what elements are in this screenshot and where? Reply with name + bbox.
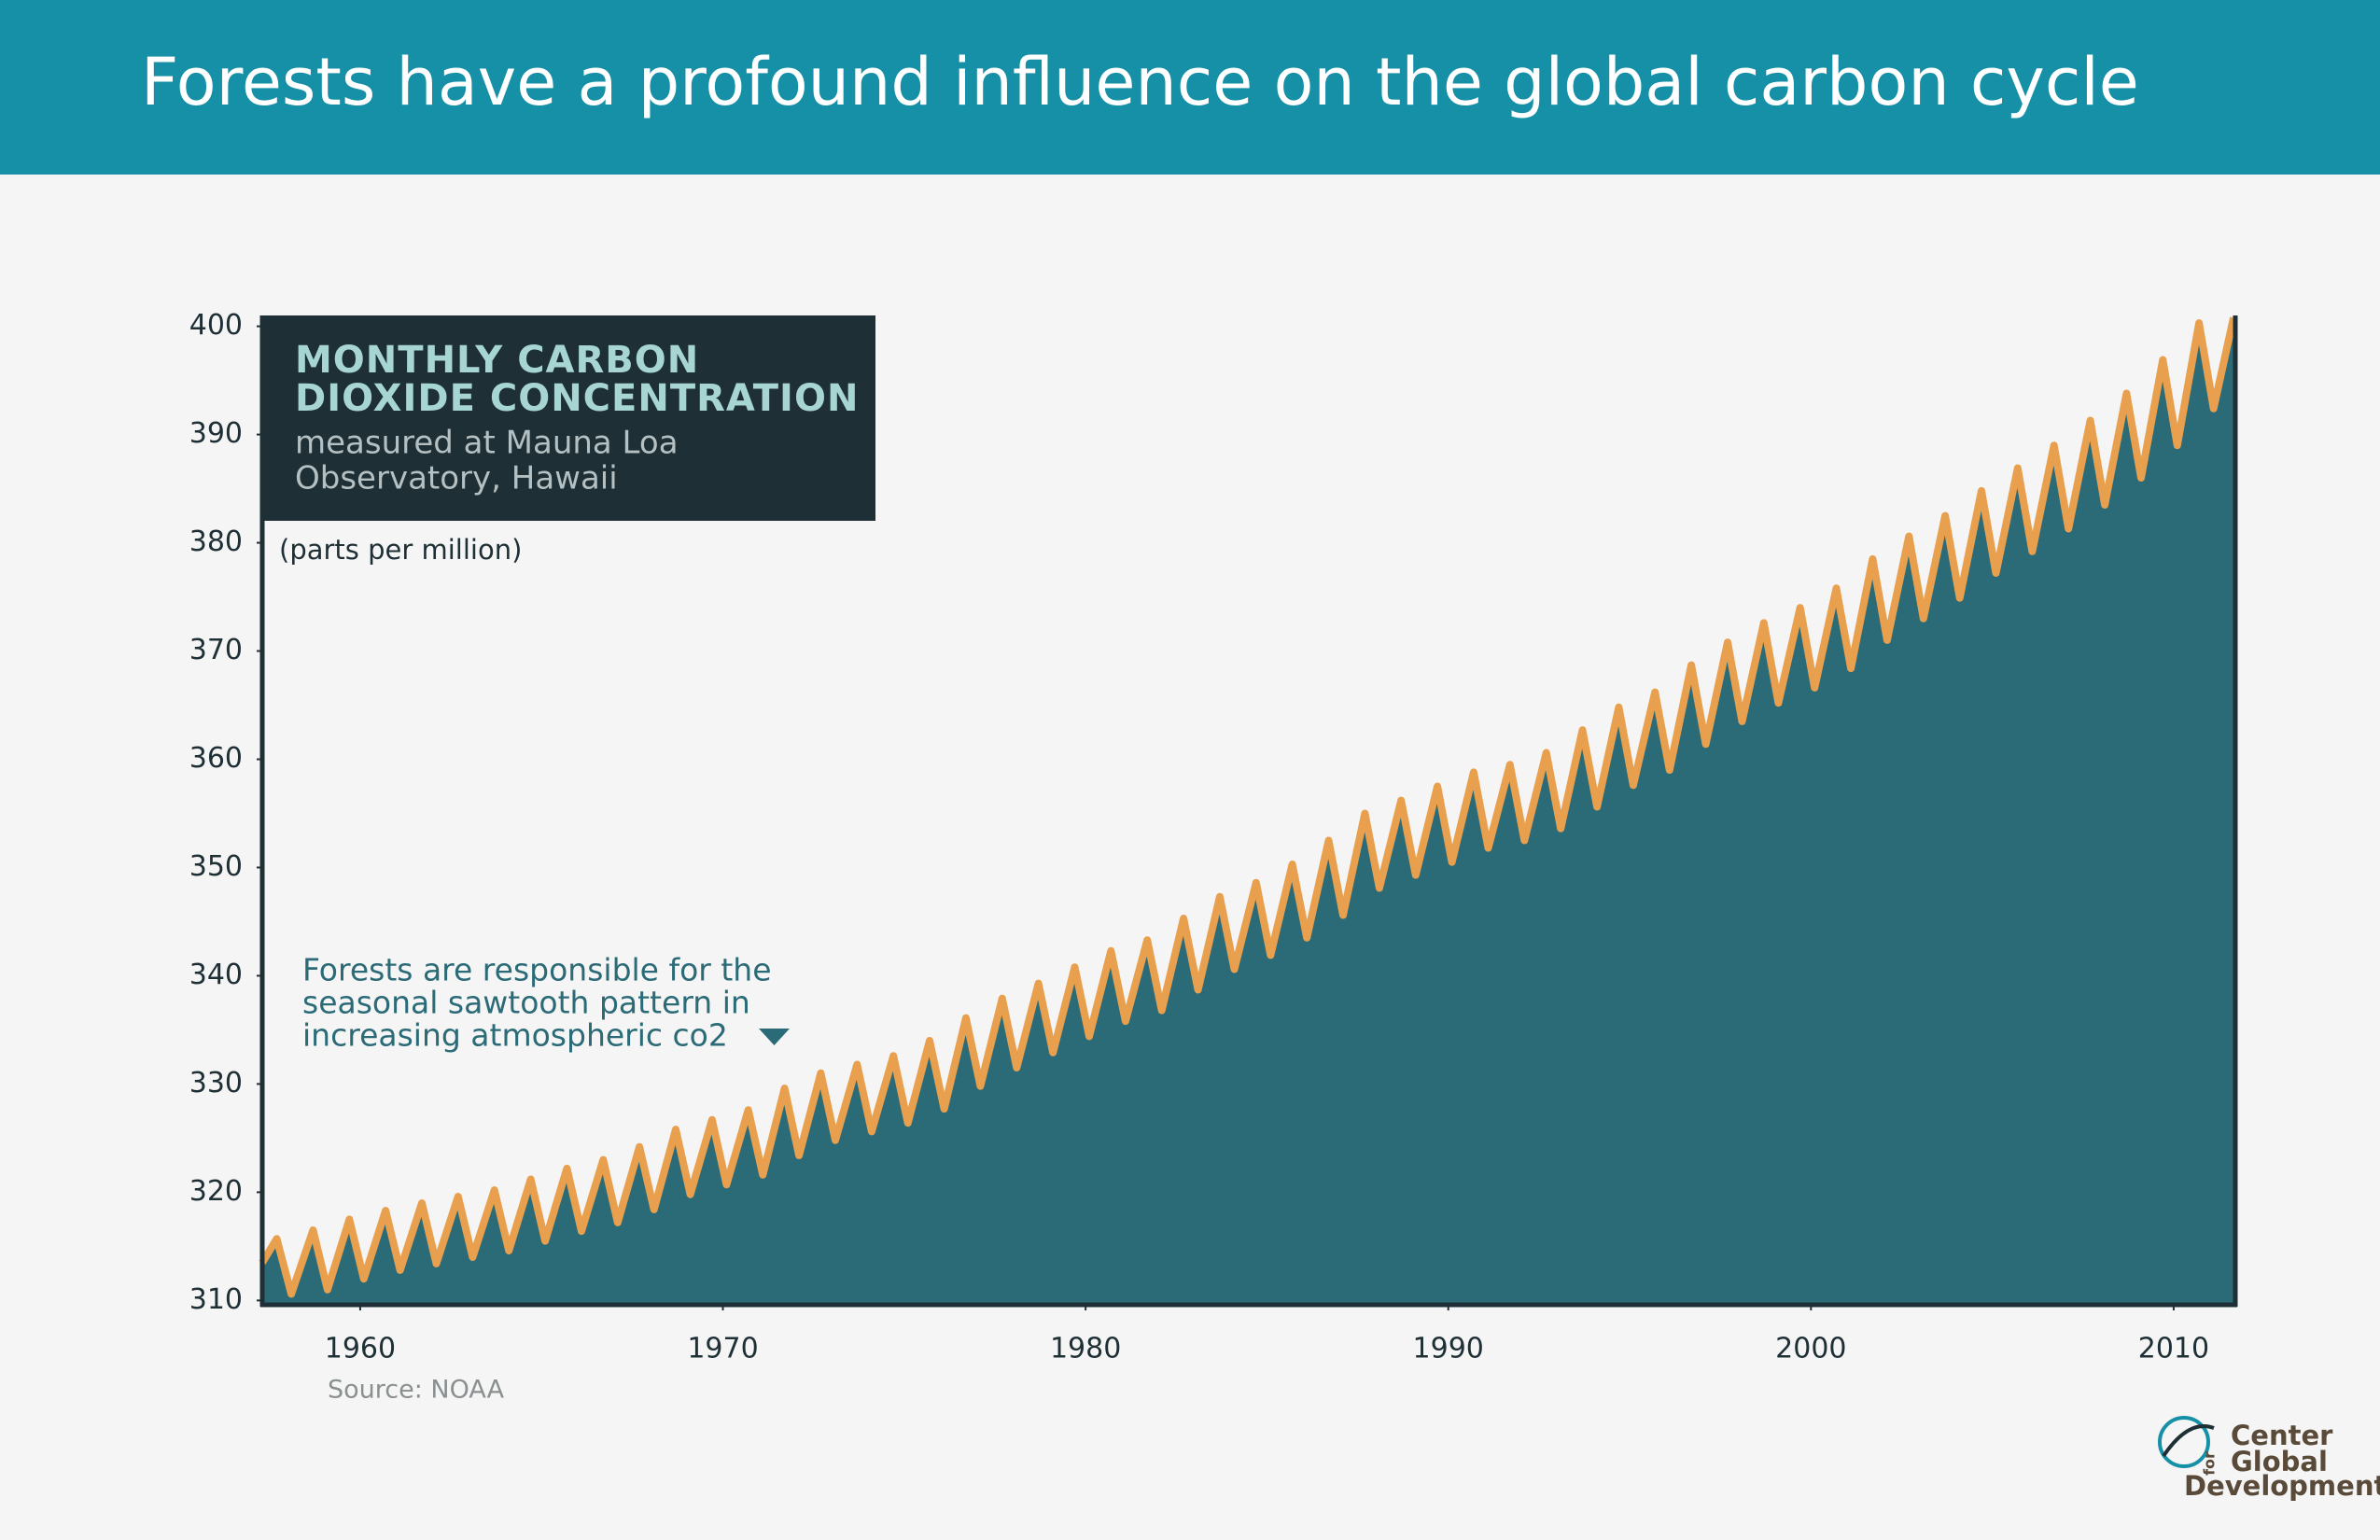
header-band bbox=[0, 0, 2380, 175]
box-subtitle: measured at Mauna Loa bbox=[295, 425, 679, 462]
y-tick-label: 380 bbox=[189, 525, 243, 558]
box-subtitle: Observatory, Hawaii bbox=[295, 460, 618, 497]
logo-icon bbox=[2158, 1416, 2210, 1468]
annotation-arrow bbox=[759, 1029, 790, 1045]
y-tick-label: 310 bbox=[189, 1283, 243, 1316]
logo-text: Center bbox=[2231, 1420, 2333, 1451]
y-tick-label: 400 bbox=[189, 309, 243, 342]
y-tick-label: 350 bbox=[189, 850, 243, 883]
x-tick-label: 1980 bbox=[1050, 1333, 1121, 1365]
x-tick-label: 1960 bbox=[325, 1333, 396, 1365]
source: Source: NOAA bbox=[328, 1376, 505, 1405]
info-box bbox=[262, 315, 875, 521]
y-tick-label: 320 bbox=[189, 1175, 243, 1208]
area bbox=[262, 317, 2234, 1305]
logo-icon bbox=[2162, 1424, 2215, 1458]
x-tick-label: 2000 bbox=[1775, 1333, 1846, 1365]
annotation: increasing atmospheric co2 bbox=[302, 1017, 728, 1054]
page-title: Forests have a profound influence on the… bbox=[141, 44, 2139, 120]
y-tick-label: 330 bbox=[189, 1067, 243, 1099]
y-tick-label: 390 bbox=[189, 417, 243, 450]
annotation: seasonal sawtooth pattern in bbox=[302, 985, 750, 1021]
x-tick-label: 1970 bbox=[687, 1333, 758, 1365]
line bbox=[259, 316, 2238, 1298]
y-tick-label: 370 bbox=[189, 634, 243, 666]
logo-text: Development bbox=[2184, 1470, 2380, 1502]
y-axis-label: (parts per million) bbox=[279, 534, 522, 566]
logo: Center for Global Development bbox=[2158, 1416, 2380, 1502]
x-tick-label: 2010 bbox=[2138, 1333, 2209, 1365]
annotation: Forests are responsible for the bbox=[302, 952, 772, 988]
box-title: DIOXIDE CONCENTRATION bbox=[295, 377, 859, 420]
box-title: MONTHLY CARBON bbox=[295, 339, 699, 382]
logo-text: Global bbox=[2231, 1446, 2328, 1477]
x-tick-label: 1990 bbox=[1413, 1333, 1484, 1365]
y-tick-label: 360 bbox=[189, 742, 243, 775]
y-tick-label: 340 bbox=[189, 959, 243, 991]
logo-text: for bbox=[2201, 1451, 2219, 1476]
plot-area: 310 320 330 340 350 360 370 380 390 400 1960 1970 19… bbox=[189, 309, 2238, 1365]
